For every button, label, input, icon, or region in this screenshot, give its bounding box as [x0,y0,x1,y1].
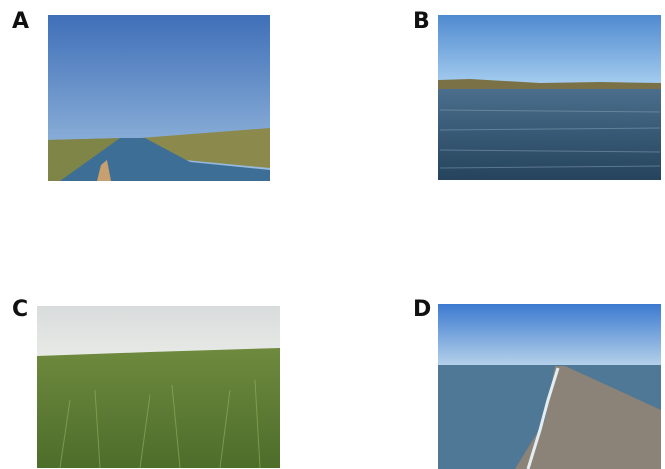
panel-c: C [12,297,280,469]
panel-b: B [413,9,661,180]
photo-ripples [439,109,661,169]
photo-reeds [438,79,661,92]
panel-label: C [12,297,28,322]
photo-sky [438,304,661,366]
panel-label: D [413,297,431,322]
panel-label: B [413,9,430,34]
photo-grass [37,348,280,468]
photo-water [438,89,661,180]
panel-label: A [12,9,29,34]
photo-sky [438,15,661,85]
photo-blades [59,379,261,469]
photo-water [60,138,270,181]
photo-foam [526,367,560,469]
panel-d: D [413,297,661,469]
photo-boat [97,160,111,181]
panel-a: A [12,9,270,181]
photo-reeds [140,128,270,168]
